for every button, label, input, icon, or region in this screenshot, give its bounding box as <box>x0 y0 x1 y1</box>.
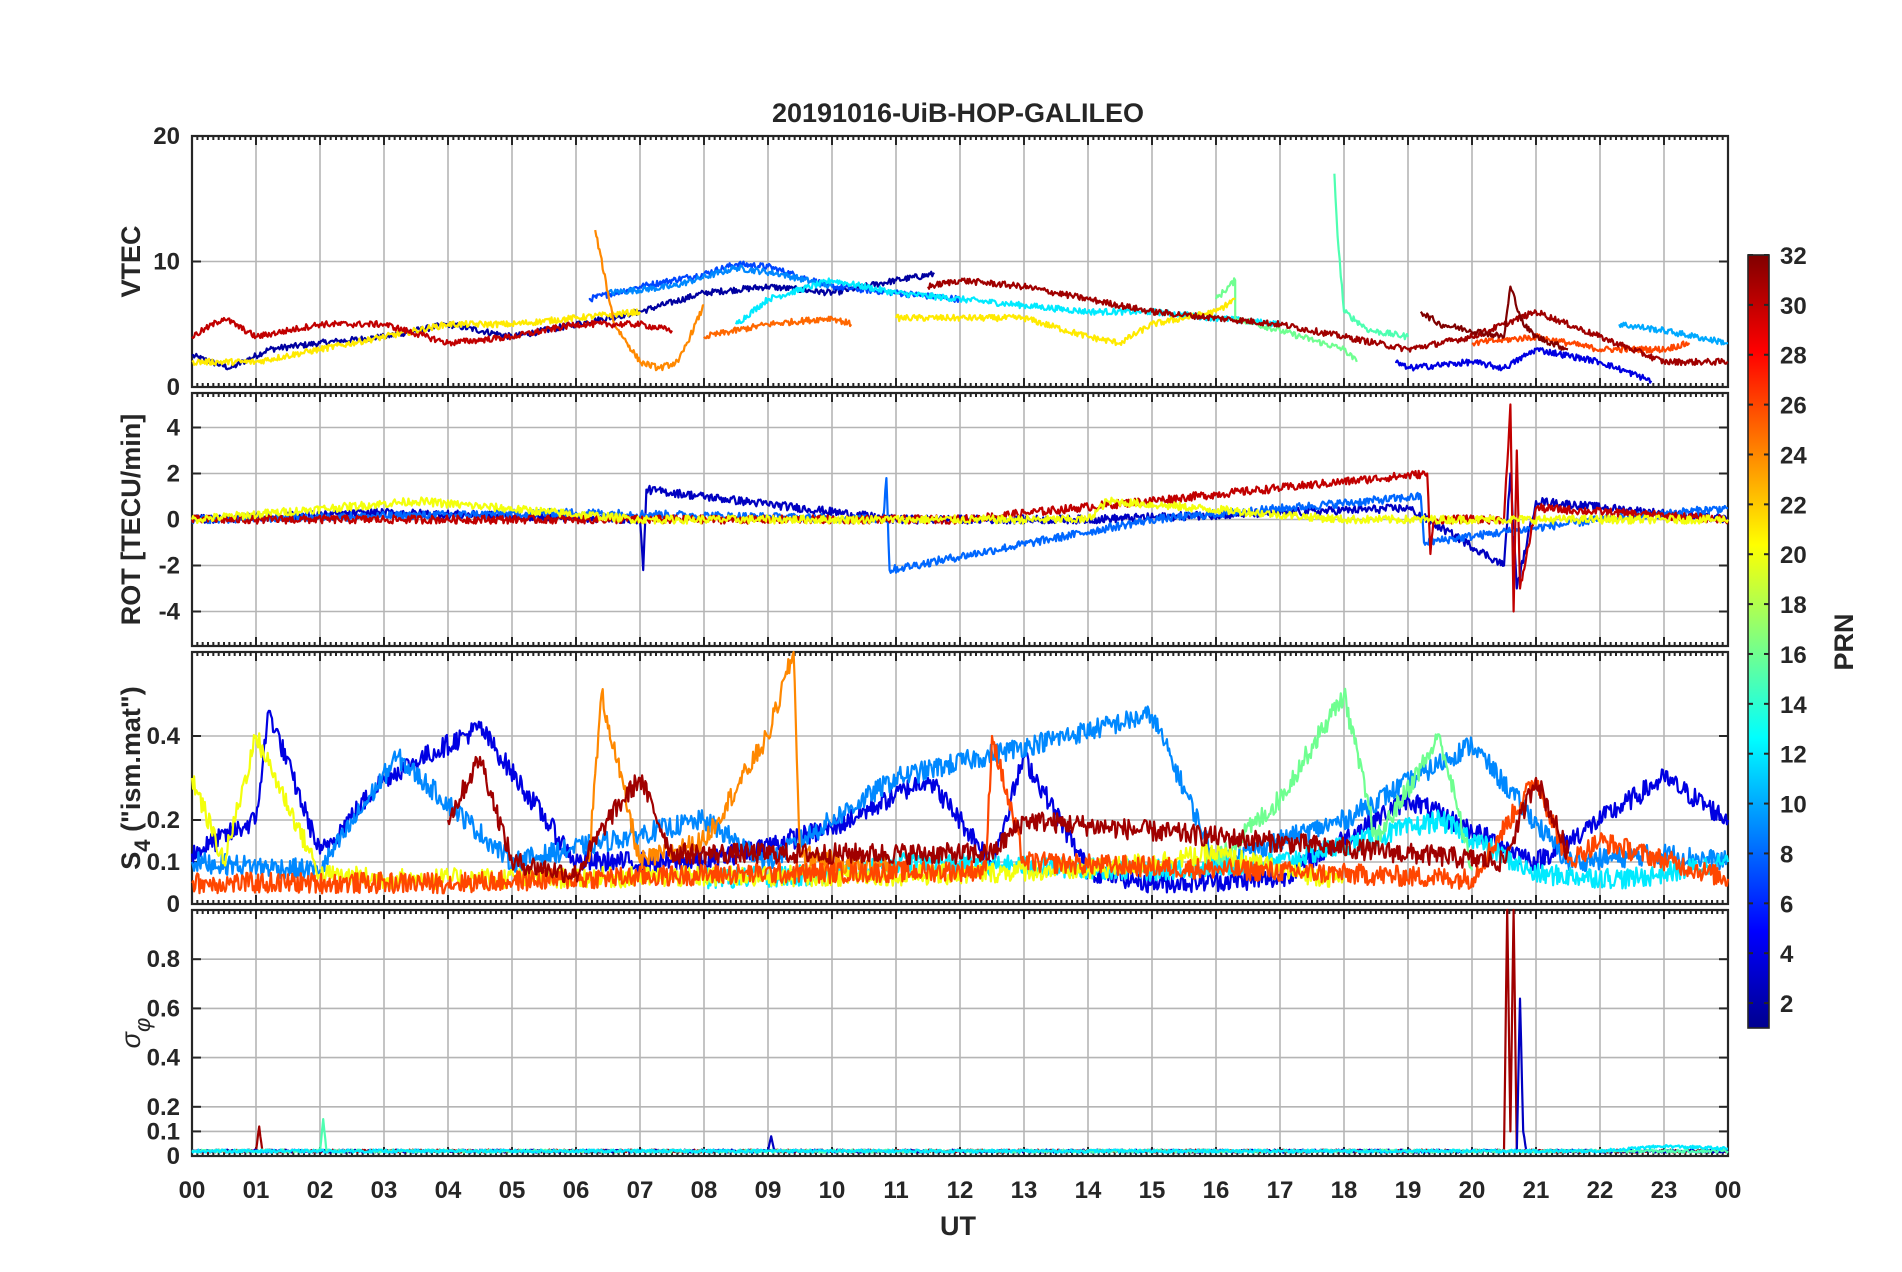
colorbar-tick-label: 18 <box>1780 592 1807 619</box>
colorbar-tick-label: 6 <box>1780 891 1793 918</box>
y-tick-label: 0.1 <box>147 849 180 876</box>
series-line-prn-4 <box>1395 347 1653 384</box>
series-line-prn-31 <box>446 755 1570 884</box>
panel-s4: 0 0.1 0.2 0.4S4 ("ism.mat") <box>116 650 1730 918</box>
y-tick-label: 4 <box>167 415 181 442</box>
x-tick-label: 22 <box>1587 1177 1614 1204</box>
series-line-prn-15 <box>1333 173 1410 341</box>
y-axis-label-sigma: σφ <box>116 1018 155 1049</box>
colorbar-tick-label: 22 <box>1780 492 1807 519</box>
x-tick-label: 20 <box>1459 1177 1486 1204</box>
series-line-prn-24 <box>587 650 898 876</box>
y-axis-label-vtec: VTEC <box>116 225 146 297</box>
colorbar-tick-label: 26 <box>1780 393 1807 420</box>
panel-rot: -4 -2 0 2 4 ROT [TECU/min] <box>116 391 1730 648</box>
x-tick-label: 05 <box>499 1177 526 1204</box>
series-line-prn-26 <box>191 734 1730 895</box>
y-tick-label: 0 <box>167 374 180 401</box>
panel-sigma-phi: 00.10.2 0.4 0.6 0.8 σφ <box>116 908 1730 1170</box>
y-tick-label: 0.2 <box>147 807 180 834</box>
x-tick-label: 02 <box>307 1177 334 1204</box>
y-tick-label: 0.6 <box>147 995 180 1022</box>
x-tick-label: 14 <box>1075 1177 1102 1204</box>
x-axis-label: UT <box>940 1211 976 1241</box>
series-line-prn-4 <box>190 709 1730 894</box>
colorbar-tick-label: 28 <box>1780 343 1807 370</box>
x-tick-label: 13 <box>1011 1177 1038 1204</box>
x-tick-label: 16 <box>1203 1177 1230 1204</box>
x-tick-label: 04 <box>435 1177 462 1204</box>
colorbar-tick-label: 8 <box>1780 841 1793 868</box>
colorbar-tick-label: 30 <box>1780 293 1807 320</box>
series-line-prn-9 <box>607 264 833 296</box>
x-tick-label: 11 <box>883 1177 908 1204</box>
colorbar-tick-label: 24 <box>1780 442 1807 469</box>
x-axis-tick-labels: 00 01 02 03 04 05 06 07 08 09 10 11 12 13 14 15 16 17 18 19… <box>179 1177 1742 1204</box>
x-tick-label: 08 <box>691 1177 718 1204</box>
colorbar-tick-label: 10 <box>1780 792 1807 819</box>
x-tick-label: 19 <box>1395 1177 1422 1204</box>
series-line-prn-21 <box>191 308 641 367</box>
y-tick-label: -4 <box>159 599 181 626</box>
series-line-prn-9 <box>190 705 1730 880</box>
colorbar-tick-label: 2 <box>1780 991 1793 1018</box>
x-tick-label: 23 <box>1651 1177 1678 1204</box>
y-axis-label-s4: S4 ("ism.mat") <box>116 686 155 869</box>
series-line-prn-25 <box>703 315 853 340</box>
colorbar-tick-label: 4 <box>1780 941 1794 968</box>
x-tick-label: 21 <box>1523 1177 1550 1204</box>
series-line-prn-30 <box>191 316 673 347</box>
series-line-prn-2 <box>191 270 935 371</box>
y-tick-label: 0 <box>167 1143 180 1170</box>
colorbar-tick-label: 32 <box>1780 243 1807 270</box>
series-line-prn-21 <box>894 297 1236 347</box>
series-line-prn-12 <box>191 1144 1729 1154</box>
y-tick-label: 0.4 <box>147 1045 181 1072</box>
x-tick-label: 00 <box>179 1177 206 1204</box>
series-line-prn-24 <box>594 229 705 372</box>
panel-vtec: 0 10 20 VTEC <box>116 123 1730 401</box>
colorbar-tick-label: 12 <box>1780 742 1807 769</box>
y-tick-label: -2 <box>159 553 180 580</box>
x-tick-label: 07 <box>627 1177 654 1204</box>
y-axis-label-rot: ROT [TECU/min] <box>116 414 146 625</box>
x-tick-label: 06 <box>563 1177 590 1204</box>
series-line-prn-31 <box>927 277 1729 367</box>
colorbar-tick-label: 20 <box>1780 542 1807 569</box>
y-tick-label: 10 <box>153 249 180 276</box>
colorbar-tick-label: 16 <box>1780 642 1807 669</box>
x-tick-label: 18 <box>1331 1177 1358 1204</box>
x-tick-label: 01 <box>243 1177 270 1204</box>
y-tick-label: 0 <box>167 507 180 534</box>
chart-title: 20191016-UiB-HOP-GALILEO <box>772 98 1144 128</box>
series-line-prn-32 <box>1419 285 1569 351</box>
x-tick-label: 12 <box>947 1177 974 1204</box>
series-line-prn-16 <box>1214 687 1474 871</box>
series-line-prn-26 <box>1471 332 1691 354</box>
y-tick-label: 0.4 <box>147 723 181 750</box>
colorbar-gradient <box>1747 254 1770 1029</box>
colorbar-label: PRN <box>1829 613 1859 670</box>
series-line-prn-20 <box>190 496 1730 525</box>
y-tick-label: 0 <box>167 891 180 918</box>
colorbar-tick-label: 14 <box>1780 692 1807 719</box>
y-tick-label: 0.1 <box>147 1118 180 1145</box>
y-tick-label: 20 <box>153 123 180 150</box>
x-tick-label: 09 <box>755 1177 782 1204</box>
y-tick-label: 0.8 <box>147 946 180 973</box>
series-line-prn-10 <box>1618 321 1729 346</box>
y-tick-label: 0.2 <box>147 1094 180 1121</box>
x-tick-label: 10 <box>819 1177 846 1204</box>
x-tick-label: 03 <box>371 1177 398 1204</box>
x-tick-label: 15 <box>1139 1177 1166 1204</box>
y-tick-label: 2 <box>167 461 180 488</box>
x-tick-label: 17 <box>1267 1177 1294 1204</box>
x-tick-label: 00 <box>1715 1177 1742 1204</box>
